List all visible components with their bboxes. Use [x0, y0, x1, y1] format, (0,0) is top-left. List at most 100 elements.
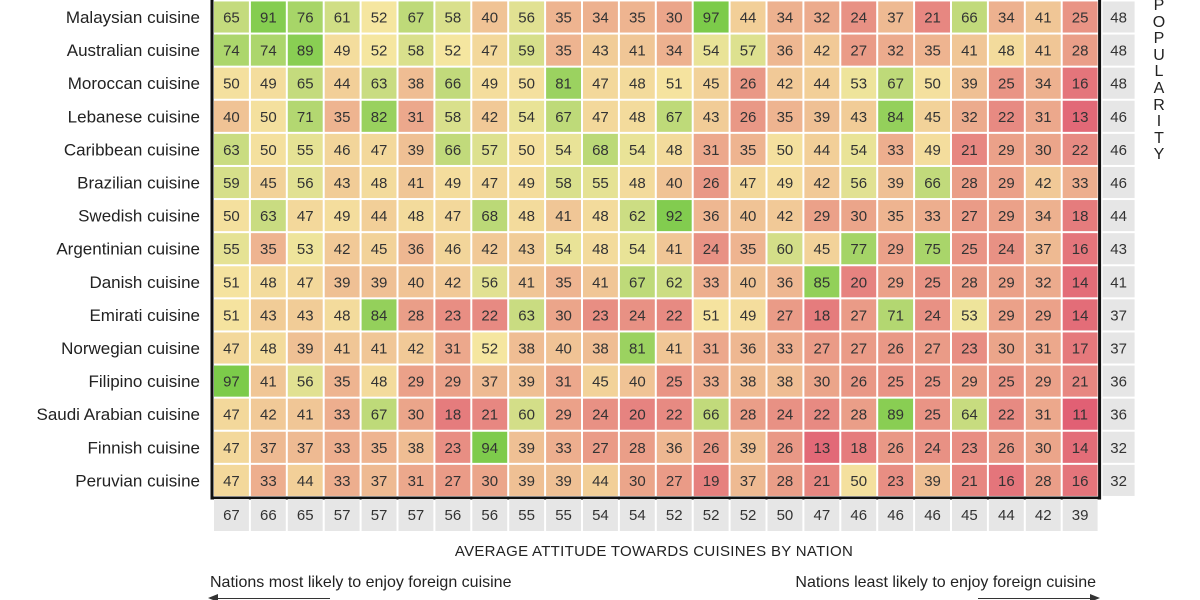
heatmap-cell: [509, 100, 545, 132]
cell-value: 42: [260, 407, 277, 424]
heatmap-cell: [767, 67, 803, 99]
cell-value: 43: [518, 241, 535, 258]
heatmap-cell: [1025, 200, 1061, 232]
heatmap-cell: [583, 365, 618, 397]
cell-value: 48: [666, 142, 683, 159]
cell-value: 45: [260, 175, 277, 192]
heatmap-cell: [915, 200, 950, 232]
cell-value: 42: [481, 241, 498, 258]
heatmap-cell: [988, 133, 1024, 165]
row-label: Swedish cuisine: [78, 207, 200, 226]
cell-value: 26: [777, 440, 794, 457]
heatmap-cell: [435, 398, 471, 430]
average-cell: [988, 499, 1024, 531]
heatmap-cell: [804, 398, 840, 430]
cell-value: 26: [887, 440, 904, 457]
cell-value: 16: [1072, 241, 1089, 258]
cell-value: 37: [260, 440, 277, 457]
heatmap-cell: [841, 166, 877, 199]
cell-value: 22: [666, 407, 683, 424]
cell-value: 52: [445, 43, 462, 60]
heatmap-cell: [1062, 200, 1098, 232]
average-value: 57: [371, 507, 388, 524]
heatmap-cell: [398, 1, 434, 33]
heatmap-cell: [841, 100, 877, 132]
heatmap-cell: [730, 233, 766, 265]
heatmap-cell: [952, 332, 987, 364]
cell-value: 71: [887, 307, 904, 324]
cell-value: 37: [887, 10, 904, 27]
cell-value: 29: [998, 142, 1015, 159]
popularity-cell: [1102, 67, 1135, 99]
cell-value: 47: [297, 274, 314, 291]
heatmap-cell: [1025, 299, 1061, 331]
heatmap-cell: [324, 166, 360, 199]
cell-value: 38: [408, 76, 425, 93]
heatmap-cell: [915, 233, 950, 265]
average-value: 65: [297, 507, 314, 524]
heatmap-cell: [361, 67, 397, 99]
cell-value: 35: [887, 208, 904, 225]
heatmap-cell: [915, 34, 950, 66]
heatmap-cell: [1062, 266, 1098, 298]
row-label: Argentinian cuisine: [56, 240, 200, 259]
cell-value: 26: [887, 341, 904, 358]
cell-value: 25: [961, 241, 978, 258]
cell-value: 43: [260, 307, 277, 324]
cell-value: 33: [887, 142, 904, 159]
heatmap-cell: [988, 166, 1024, 199]
heatmap-cell: [214, 67, 249, 99]
cell-value: 50: [260, 109, 277, 126]
heatmap-cell: [841, 398, 877, 430]
cell-value: 46: [334, 142, 351, 159]
cell-value: 29: [998, 175, 1015, 192]
heatmap-cell: [361, 365, 397, 397]
cell-value: 39: [814, 109, 831, 126]
heatmap-cell: [1025, 166, 1061, 199]
cell-value: 16: [1072, 76, 1089, 93]
heatmap-cell: [214, 200, 249, 232]
heatmap-cell: [583, 100, 618, 132]
heatmap-cell: [767, 365, 803, 397]
average-cell: [619, 499, 655, 531]
heatmap-cell: [656, 133, 692, 165]
left-arrow-line: [215, 598, 330, 599]
cell-value: 92: [666, 208, 683, 225]
heatmap-cell: [398, 365, 434, 397]
heatmap-cell: [472, 299, 508, 331]
cell-value: 41: [260, 374, 277, 391]
cell-value: 45: [924, 109, 941, 126]
heatmap-cell: [878, 34, 914, 66]
cell-value: 30: [481, 473, 498, 490]
average-value: 44: [998, 507, 1015, 524]
heatmap-cell: [214, 100, 249, 132]
heatmap-cell: [398, 133, 434, 165]
cell-value: 74: [223, 43, 240, 60]
cell-value: 39: [518, 473, 535, 490]
cell-value: 48: [998, 43, 1015, 60]
cell-value: 33: [334, 407, 351, 424]
heatmap-cell: [656, 464, 692, 496]
heatmap-cell: [952, 100, 987, 132]
cell-value: 39: [408, 142, 425, 159]
cell-value: 26: [850, 374, 867, 391]
heatmap-cell: [546, 67, 581, 99]
heatmap-cell: [1025, 365, 1061, 397]
heatmap-cell: [287, 266, 323, 298]
heatmap-cell: [841, 233, 877, 265]
heatmap-cell: [1025, 100, 1061, 132]
cell-value: 45: [592, 374, 609, 391]
popularity-value: 32: [1110, 473, 1127, 490]
cell-value: 53: [961, 307, 978, 324]
heatmap-cell: [472, 266, 508, 298]
heatmap-cell: [435, 332, 471, 364]
cell-value: 32: [814, 10, 831, 27]
cell-value: 23: [445, 440, 462, 457]
row-label: Emirati cuisine: [89, 306, 200, 325]
cell-value: 39: [887, 175, 904, 192]
cell-value: 48: [629, 76, 646, 93]
cell-value: 30: [998, 341, 1015, 358]
cell-value: 42: [408, 341, 425, 358]
cell-value: 29: [555, 407, 572, 424]
average-value: 55: [555, 507, 572, 524]
